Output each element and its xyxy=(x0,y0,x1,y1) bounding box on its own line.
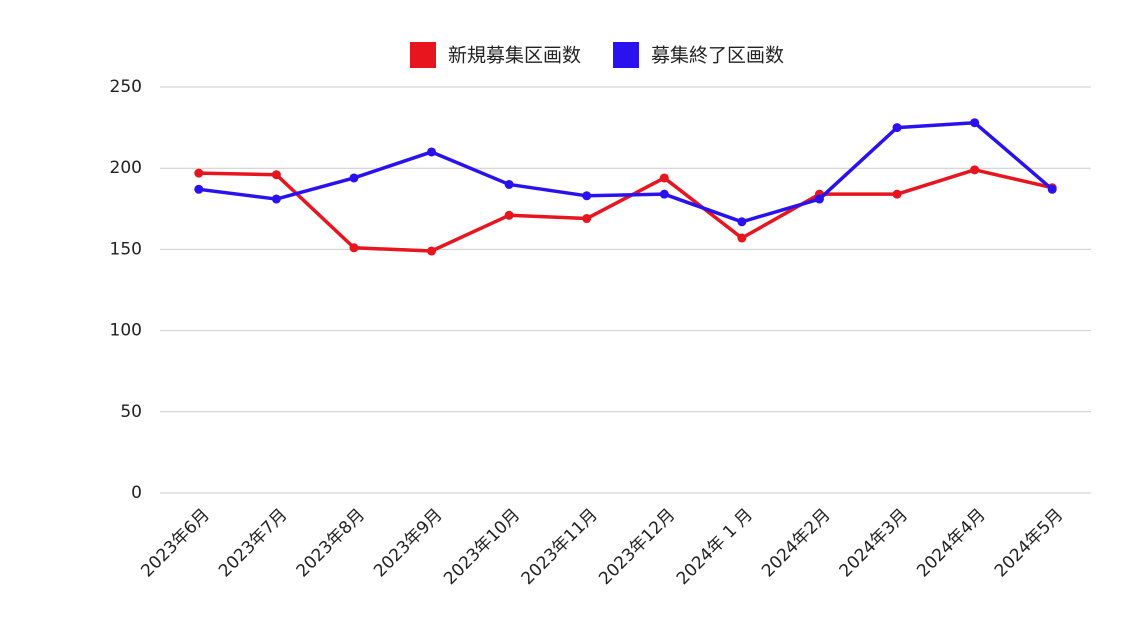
y-tick-label: 50 xyxy=(120,402,142,422)
x-tick-label: 2023年9月 xyxy=(370,505,446,581)
x-tick-label: 2024年3月 xyxy=(836,505,912,581)
data-point xyxy=(349,173,359,183)
y-tick-label: 0 xyxy=(131,483,142,503)
data-point xyxy=(659,173,669,183)
y-tick-label: 200 xyxy=(110,158,142,178)
data-point xyxy=(737,217,747,227)
legend-label: 新規募集区画数 xyxy=(448,45,581,67)
data-point xyxy=(814,194,824,204)
data-point xyxy=(892,189,902,199)
data-point xyxy=(970,118,980,128)
y-tick-label: 250 xyxy=(110,77,142,97)
legend-swatch xyxy=(613,42,640,68)
x-tick-label: 2023年10月 xyxy=(440,505,524,589)
legend-swatch xyxy=(410,42,436,68)
legend-label: 募集終了区画数 xyxy=(651,45,784,67)
x-tick-label: 2023年11月 xyxy=(518,505,602,589)
x-tick-label: 2024年 1 月 xyxy=(673,505,757,589)
x-tick-label: 2023年7月 xyxy=(215,505,291,581)
data-point xyxy=(427,246,437,256)
x-tick-label: 2023年8月 xyxy=(293,505,369,581)
series-line xyxy=(198,168,1053,253)
data-point xyxy=(427,147,437,157)
data-point xyxy=(582,191,592,201)
x-tick-label: 2024年2月 xyxy=(758,505,834,581)
data-point xyxy=(737,233,747,243)
data-point xyxy=(659,189,669,199)
data-point xyxy=(892,123,902,133)
data-point xyxy=(271,170,281,180)
series-line xyxy=(198,120,1054,224)
y-tick-label: 100 xyxy=(110,321,142,341)
data-point xyxy=(271,194,281,204)
data-point xyxy=(504,179,514,189)
x-tick-label: 2024年5月 xyxy=(991,505,1067,581)
y-tick-label: 150 xyxy=(110,239,142,259)
data-point xyxy=(349,243,359,253)
x-tick-label: 2023年6月 xyxy=(137,505,213,581)
data-point xyxy=(194,168,204,178)
data-point xyxy=(1047,184,1057,194)
x-tick-label: 2024年4月 xyxy=(913,505,989,581)
x-tick-label: 2023年12月 xyxy=(595,505,679,589)
data-point xyxy=(582,214,592,224)
data-point xyxy=(970,165,980,175)
data-point xyxy=(504,210,514,220)
data-point xyxy=(194,184,204,194)
